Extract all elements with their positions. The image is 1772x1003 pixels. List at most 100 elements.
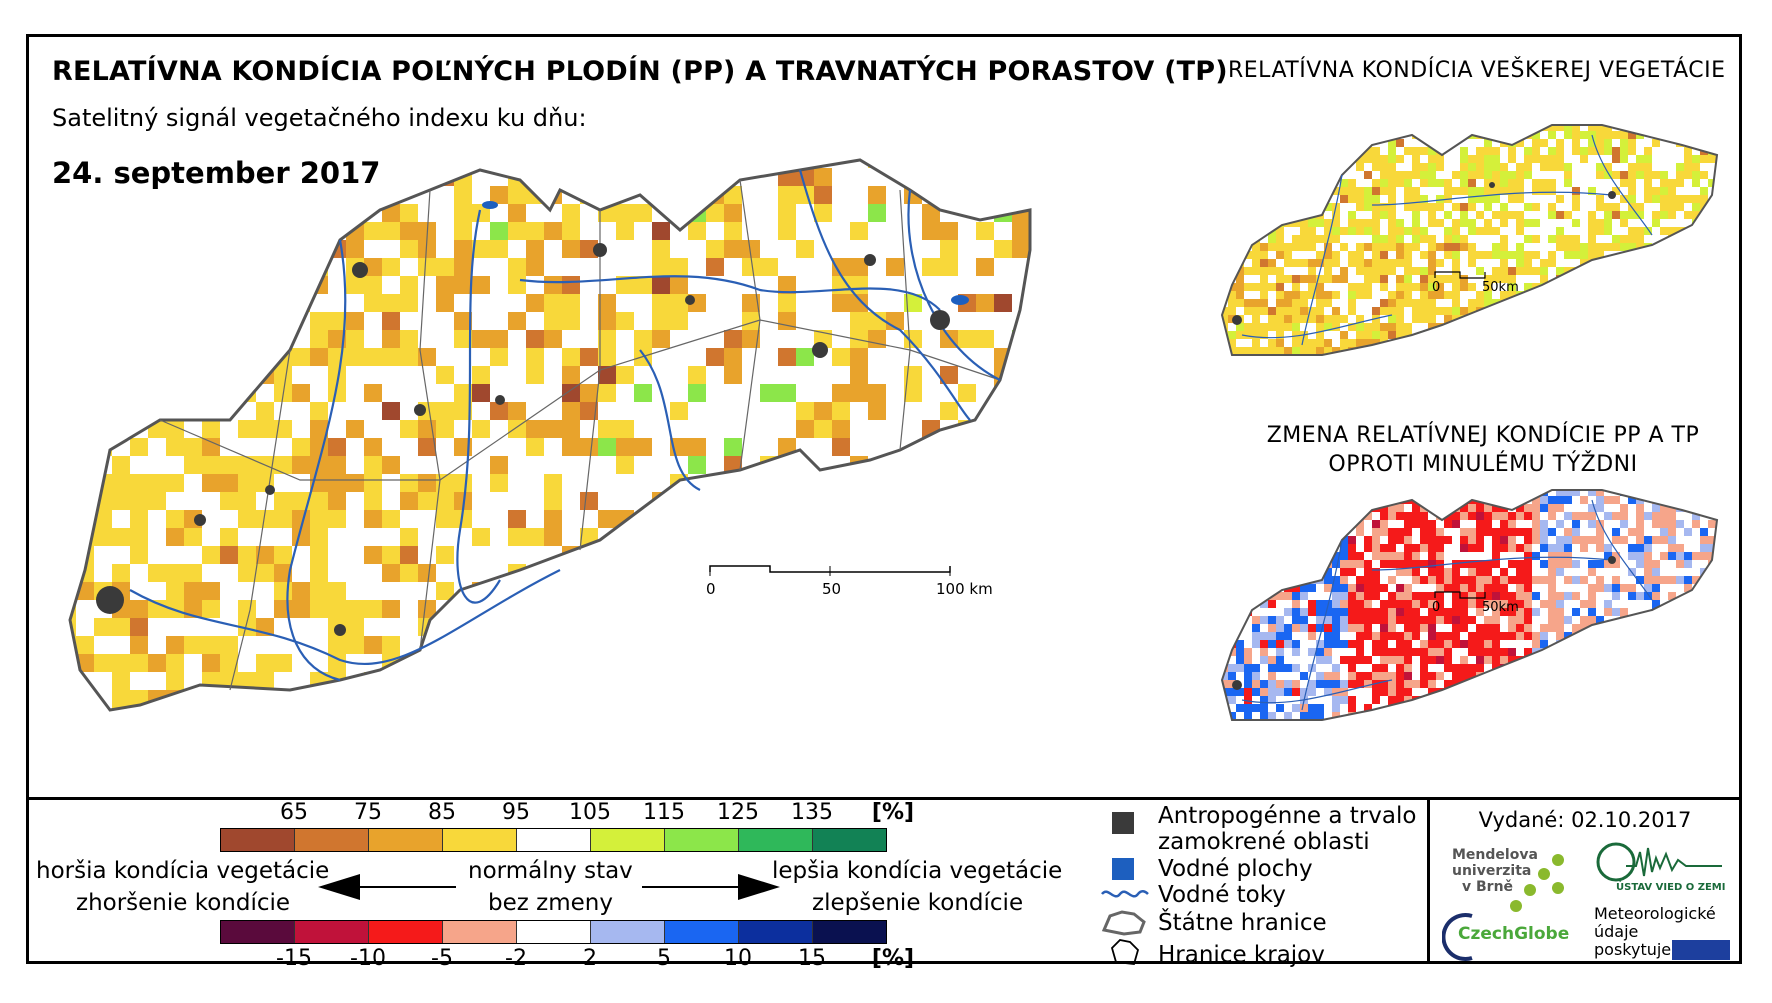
raster-cell (1228, 139, 1236, 147)
raster-cell (1740, 688, 1742, 696)
raster-cell (328, 474, 346, 492)
raster-cell (94, 168, 112, 186)
raster-cell (166, 654, 184, 672)
raster-cell (1716, 379, 1724, 387)
raster-cell (238, 456, 256, 474)
raster-cell (1676, 125, 1684, 131)
raster-cell (1404, 480, 1412, 488)
raster-cell (1222, 179, 1228, 187)
shmu-logo (1672, 940, 1730, 960)
raster-cell (940, 258, 958, 276)
raster-cell (166, 528, 184, 546)
raster-cell (1444, 131, 1452, 139)
raster-cell (1636, 203, 1644, 211)
raster-cell (1316, 624, 1324, 632)
raster-cell (1580, 275, 1588, 283)
raster-cell (1532, 403, 1540, 411)
raster-cell (1244, 696, 1252, 704)
raster-cell (1508, 490, 1516, 496)
raster-cell (1524, 403, 1532, 411)
raster-cell (634, 762, 652, 780)
raster-cell (1636, 163, 1644, 171)
raster-cell (688, 600, 706, 618)
raster-cell (1292, 323, 1300, 331)
raster-cell (1452, 768, 1460, 776)
raster-cell (1716, 480, 1724, 488)
raster-cell (1652, 139, 1660, 147)
raster-cell (1548, 616, 1556, 624)
raster-cell (130, 600, 148, 618)
raster-cell (1708, 640, 1716, 648)
raster-cell (1388, 544, 1396, 552)
raster-cell (868, 672, 886, 690)
raster-cell (1252, 664, 1260, 672)
raster-cell (1444, 179, 1452, 187)
raster-cell (1380, 490, 1388, 496)
raster-cell (1364, 624, 1372, 632)
raster-cell (1324, 672, 1332, 680)
raster-cell (1388, 760, 1396, 768)
raster-cell (1428, 339, 1436, 347)
raster-cell (1236, 299, 1244, 307)
raster-cell (976, 600, 994, 618)
raster-cell (1564, 331, 1572, 339)
raster-cell (1540, 291, 1548, 299)
raster-cell (1356, 584, 1364, 592)
raster-cell (1276, 275, 1284, 283)
raster-cell (1740, 704, 1742, 712)
raster-cell (1516, 219, 1524, 227)
raster-cell (688, 384, 706, 402)
raster-cell (1468, 115, 1476, 123)
raster-cell (1532, 187, 1540, 195)
raster-cell (1500, 355, 1508, 363)
raster-cell (1524, 235, 1532, 243)
raster-cell (1252, 544, 1260, 552)
raster-cell (1492, 403, 1500, 411)
raster-cell (958, 618, 976, 636)
raster-cell (1484, 760, 1492, 768)
raster-cell (1524, 355, 1532, 363)
raster-cell (1644, 568, 1652, 576)
raster-cell (1444, 275, 1452, 283)
raster-cell (1244, 768, 1252, 776)
raster-cell (436, 366, 454, 384)
raster-cell (1652, 560, 1660, 568)
raster-cell (1604, 403, 1612, 411)
raster-cell (598, 366, 616, 384)
raster-cell (1436, 219, 1444, 227)
raster-cell (1396, 512, 1404, 520)
raster-cell (1524, 744, 1532, 752)
raster-cell (1300, 243, 1308, 251)
raster-cell (1580, 323, 1588, 331)
raster-cell (130, 780, 148, 798)
raster-cell (1644, 259, 1652, 267)
raster-cell (1500, 163, 1508, 171)
raster-cell (1030, 402, 1048, 420)
raster-cell (1276, 283, 1284, 291)
raster-cell (1388, 235, 1396, 243)
raster-cell (1580, 387, 1588, 395)
raster-cell (1476, 227, 1484, 235)
raster-cell (1724, 632, 1732, 640)
raster-cell (1596, 171, 1604, 179)
raster-cell (1412, 648, 1420, 656)
raster-cell (778, 618, 796, 636)
raster-cell (1492, 195, 1500, 203)
raster-cell (1508, 323, 1516, 331)
raster-cell (76, 204, 94, 222)
raster-cell (1300, 704, 1308, 712)
date-label: 24. september 2017 (52, 156, 381, 190)
raster-cell (1372, 584, 1380, 592)
raster-cell (1066, 222, 1084, 240)
raster-cell (1276, 760, 1284, 768)
raster-cell (1300, 275, 1308, 283)
raster-cell (1660, 664, 1668, 672)
raster-cell (1372, 195, 1380, 203)
raster-cell (1708, 720, 1716, 728)
raster-cell (1500, 632, 1508, 640)
raster-cell (1102, 780, 1120, 798)
raster-cell (1460, 387, 1468, 395)
raster-cell (1740, 616, 1742, 624)
raster-cell (1292, 688, 1300, 696)
raster-cell (166, 366, 184, 384)
